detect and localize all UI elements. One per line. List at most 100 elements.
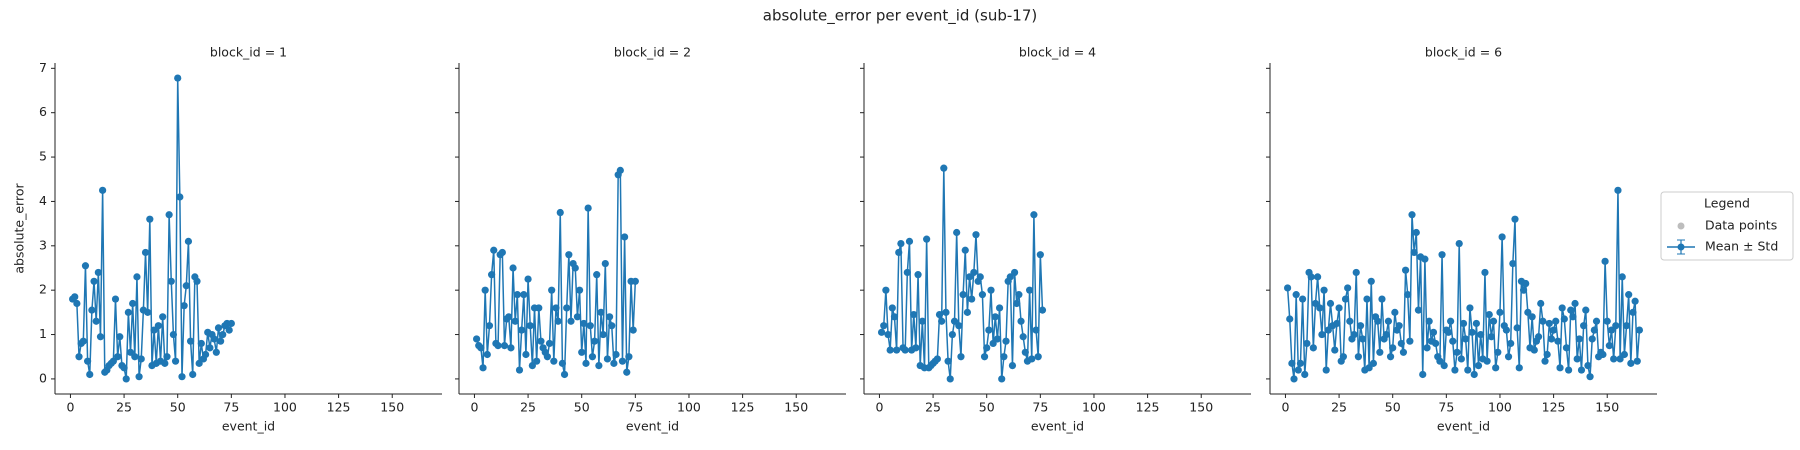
data-point xyxy=(580,319,588,328)
data-point xyxy=(1406,337,1414,345)
data-point xyxy=(884,330,892,339)
data-point xyxy=(176,193,184,201)
y-axis-label: absolute_error xyxy=(12,183,27,274)
data-point xyxy=(948,330,956,339)
data-point xyxy=(165,211,173,219)
data-point xyxy=(1401,266,1410,274)
data-point xyxy=(1588,335,1596,343)
data-point xyxy=(212,348,220,356)
y-tick-label: 6 xyxy=(39,104,47,119)
data-point xyxy=(980,353,989,361)
data-point xyxy=(893,346,901,354)
data-point xyxy=(1485,310,1493,319)
data-point xyxy=(976,273,984,281)
data-point xyxy=(195,359,203,367)
data-point xyxy=(1299,295,1307,303)
data-point xyxy=(1290,375,1298,383)
data-point xyxy=(959,291,967,299)
x-tick-label: 150 xyxy=(1595,400,1619,415)
data-point xyxy=(1477,330,1485,339)
data-point xyxy=(1494,348,1502,356)
data-point xyxy=(573,313,582,321)
y-tick-label: 2 xyxy=(39,282,47,297)
data-point xyxy=(1616,355,1624,363)
x-tick-label: 50 xyxy=(574,400,590,415)
data-point xyxy=(554,317,562,325)
data-point xyxy=(479,364,487,372)
data-point xyxy=(935,310,944,319)
data-point xyxy=(124,308,132,316)
data-point xyxy=(518,326,526,334)
data-point xyxy=(1468,328,1476,336)
data-point xyxy=(1474,362,1483,370)
data-line xyxy=(1286,190,1641,380)
legend: Legend xyxy=(1660,191,1794,261)
data-point xyxy=(1507,339,1515,348)
data-point xyxy=(133,273,141,281)
data-point xyxy=(1504,353,1513,361)
data-point xyxy=(1599,350,1607,359)
data-point xyxy=(1571,299,1579,308)
data-point xyxy=(1631,297,1639,305)
data-point xyxy=(86,370,94,379)
data-point xyxy=(94,268,102,277)
data-point xyxy=(1425,317,1433,325)
x-tick-label: 25 xyxy=(925,400,941,415)
data-point xyxy=(993,335,1002,343)
data-point xyxy=(186,337,195,345)
data-point xyxy=(182,282,190,290)
data-point xyxy=(1397,339,1405,348)
data-point xyxy=(983,344,991,352)
data-point xyxy=(905,237,914,245)
data-point xyxy=(1549,326,1558,334)
data-point xyxy=(515,366,524,374)
data-point xyxy=(225,326,233,334)
data-point xyxy=(1389,344,1397,352)
data-point xyxy=(923,235,931,243)
data-point xyxy=(621,233,629,241)
data-point xyxy=(1376,348,1384,356)
data-point xyxy=(942,308,950,316)
data-point xyxy=(1335,304,1343,312)
data-point xyxy=(586,322,594,330)
data-point xyxy=(1010,268,1019,277)
data-point xyxy=(1487,333,1495,341)
data-point xyxy=(1002,337,1010,345)
data-point xyxy=(965,273,974,281)
x-tick-label: 0 xyxy=(875,400,883,415)
data-point xyxy=(903,268,911,277)
data-point xyxy=(494,342,502,350)
data-point xyxy=(178,373,186,381)
data-point xyxy=(610,359,618,367)
x-axis-label: event_id xyxy=(1031,419,1084,434)
data-point xyxy=(533,357,541,365)
data-point xyxy=(888,304,896,312)
data-point xyxy=(1444,328,1453,336)
data-point xyxy=(99,186,107,194)
data-point xyxy=(623,368,631,376)
data-point xyxy=(886,346,894,354)
data-point xyxy=(498,248,506,257)
data-point xyxy=(1352,268,1360,277)
data-point xyxy=(1382,330,1390,339)
data-point xyxy=(1346,317,1354,325)
data-point xyxy=(1017,317,1025,325)
x-tick-label: 150 xyxy=(1189,400,1213,415)
data-point xyxy=(1464,366,1472,374)
panel-title: block_id = 4 xyxy=(1019,45,1096,60)
x-tick-label: 75 xyxy=(627,400,643,415)
data-point xyxy=(1421,255,1429,263)
data-point xyxy=(1481,268,1489,277)
data-point xyxy=(1356,322,1365,330)
data-point xyxy=(472,335,481,343)
data-point xyxy=(584,204,592,212)
data-point xyxy=(1455,239,1463,248)
data-point xyxy=(629,326,637,334)
x-tick-label: 75 xyxy=(223,400,239,415)
data-point xyxy=(991,313,999,321)
data-point xyxy=(154,322,163,330)
data-point xyxy=(1567,306,1575,314)
y-tick-label: 4 xyxy=(39,193,47,208)
x-tick-label: 50 xyxy=(170,400,186,415)
data-point xyxy=(71,293,79,301)
